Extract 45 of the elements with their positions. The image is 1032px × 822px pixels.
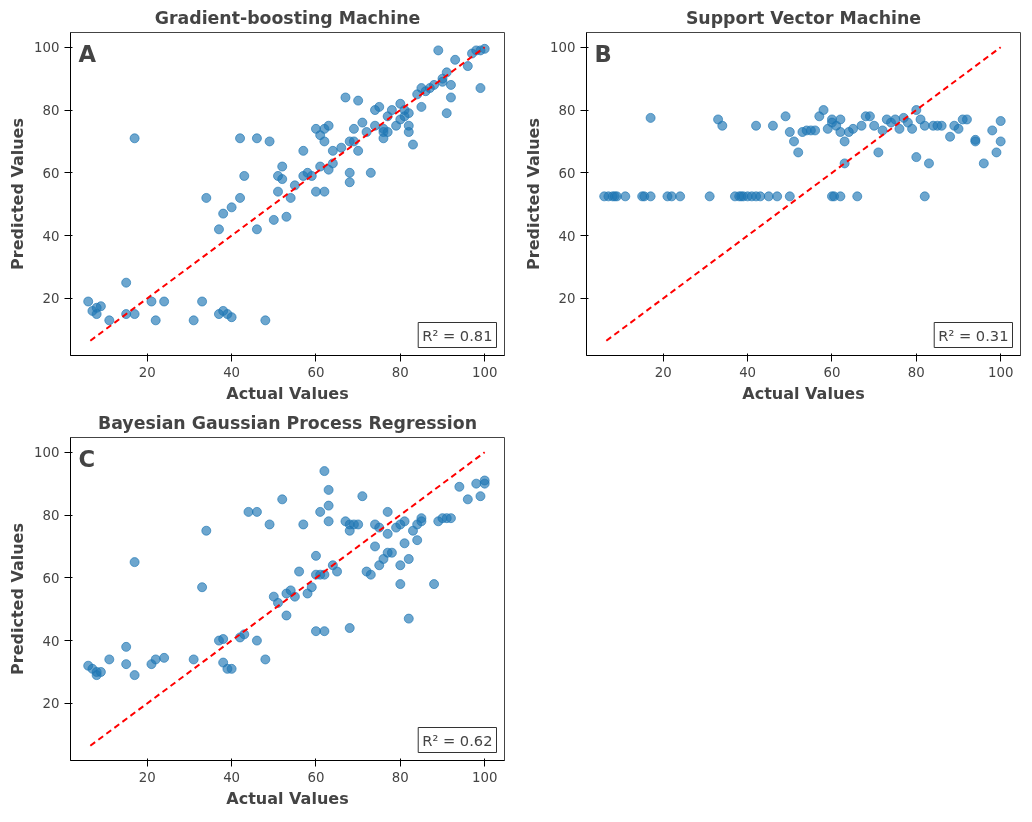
- x-tick-label: 100: [471, 364, 498, 380]
- x-tick-label: 40: [739, 364, 757, 380]
- x-tick-label: 60: [307, 769, 325, 785]
- y-axis-title: Predicted Values: [8, 118, 28, 270]
- annotation: R² = 0.81: [422, 326, 493, 344]
- x-axis-title: Actual Values: [742, 383, 865, 403]
- x-tick-label: 80: [391, 769, 409, 785]
- x-tick-label: 40: [223, 769, 241, 785]
- annotation: R² = 0.62: [422, 731, 493, 749]
- y-tick-label: 100: [550, 40, 576, 56]
- y-tick-label: 100: [34, 40, 60, 56]
- y-tick-label: 40: [42, 633, 60, 649]
- x-tick-label: 20: [654, 364, 672, 380]
- y-tick-label: 100: [34, 445, 60, 461]
- y-tick-label: 60: [42, 165, 60, 181]
- x-tick-label: 80: [907, 364, 925, 380]
- x-tick-label: 20: [138, 769, 156, 785]
- chart-title: Support Vector Machine: [685, 7, 922, 28]
- y-tick-label: 60: [42, 570, 60, 586]
- x-axis-title: Actual Values: [226, 383, 349, 403]
- x-axis-title: Actual Values: [226, 788, 349, 808]
- x-tick-label: 100: [471, 769, 498, 785]
- annotation: A: [78, 40, 97, 67]
- annotation: C: [78, 445, 96, 472]
- annotation: R² = 0.31: [938, 326, 1009, 344]
- x-tick-label: 80: [391, 364, 409, 380]
- y-tick-label: 80: [42, 508, 60, 524]
- x-tick-label: 20: [138, 364, 156, 380]
- y-axis-title: Predicted Values: [8, 523, 28, 675]
- y-tick-label: 80: [558, 103, 576, 119]
- chart-title: Gradient-boosting Machine: [154, 7, 421, 28]
- y-tick-label: 40: [558, 228, 576, 244]
- y-tick-label: 80: [42, 103, 60, 119]
- y-axis-title: Predicted Values: [524, 118, 544, 270]
- annotation: B: [594, 40, 612, 67]
- x-tick-label: 60: [823, 364, 841, 380]
- y-tick-label: 20: [42, 291, 60, 307]
- x-tick-label: 60: [307, 364, 325, 380]
- y-tick-label: 40: [42, 228, 60, 244]
- x-tick-label: 40: [223, 364, 241, 380]
- y-tick-label: 20: [558, 291, 576, 307]
- y-tick-label: 20: [42, 696, 60, 712]
- y-tick-label: 60: [558, 165, 576, 181]
- x-tick-label: 100: [987, 364, 1014, 380]
- chart-title: Bayesian Gaussian Process Regression: [97, 412, 478, 433]
